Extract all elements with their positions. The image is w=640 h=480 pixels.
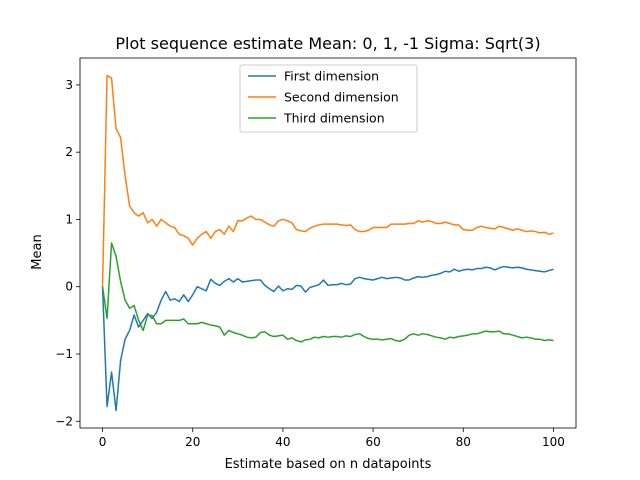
legend: First dimension Second dimension Third dim…: [239, 64, 418, 133]
legend-label-3: Third dimension: [283, 111, 385, 126]
series-line-3: [101, 242, 554, 343]
y-tick-label: 1: [65, 212, 73, 226]
x-tick-label: 80: [456, 435, 471, 449]
x-tick-label: 60: [365, 435, 380, 449]
y-axis-label: Mean: [30, 234, 45, 269]
legend-label-1: First dimension: [284, 69, 379, 84]
legend-box: [239, 64, 418, 133]
x-tick-label: 20: [185, 435, 200, 449]
y-tick-label: −1: [55, 347, 73, 361]
series-line-1: [101, 265, 554, 412]
legend-label-2: Second dimension: [284, 90, 399, 105]
series-line-2: [101, 74, 554, 287]
chart-title: Plot sequence estimate Mean: 0, 1, -1 Si…: [115, 34, 540, 53]
x-tick-label: 0: [99, 435, 107, 449]
y-tick-label: −2: [55, 414, 73, 428]
x-axis-label: Estimate based on n datapoints: [225, 457, 432, 472]
series-layer: [101, 74, 554, 412]
y-tick-label: 3: [65, 78, 73, 92]
x-tick-label: 100: [542, 435, 565, 449]
y-tick-label: 2: [65, 145, 73, 159]
x-tick-label: 40: [275, 435, 290, 449]
y-tick-label: 0: [65, 280, 73, 294]
axes-layer: 0 20 40 60 80 100 −2 −1 0 1 2 3: [55, 57, 577, 449]
axes-frame: [79, 57, 577, 429]
